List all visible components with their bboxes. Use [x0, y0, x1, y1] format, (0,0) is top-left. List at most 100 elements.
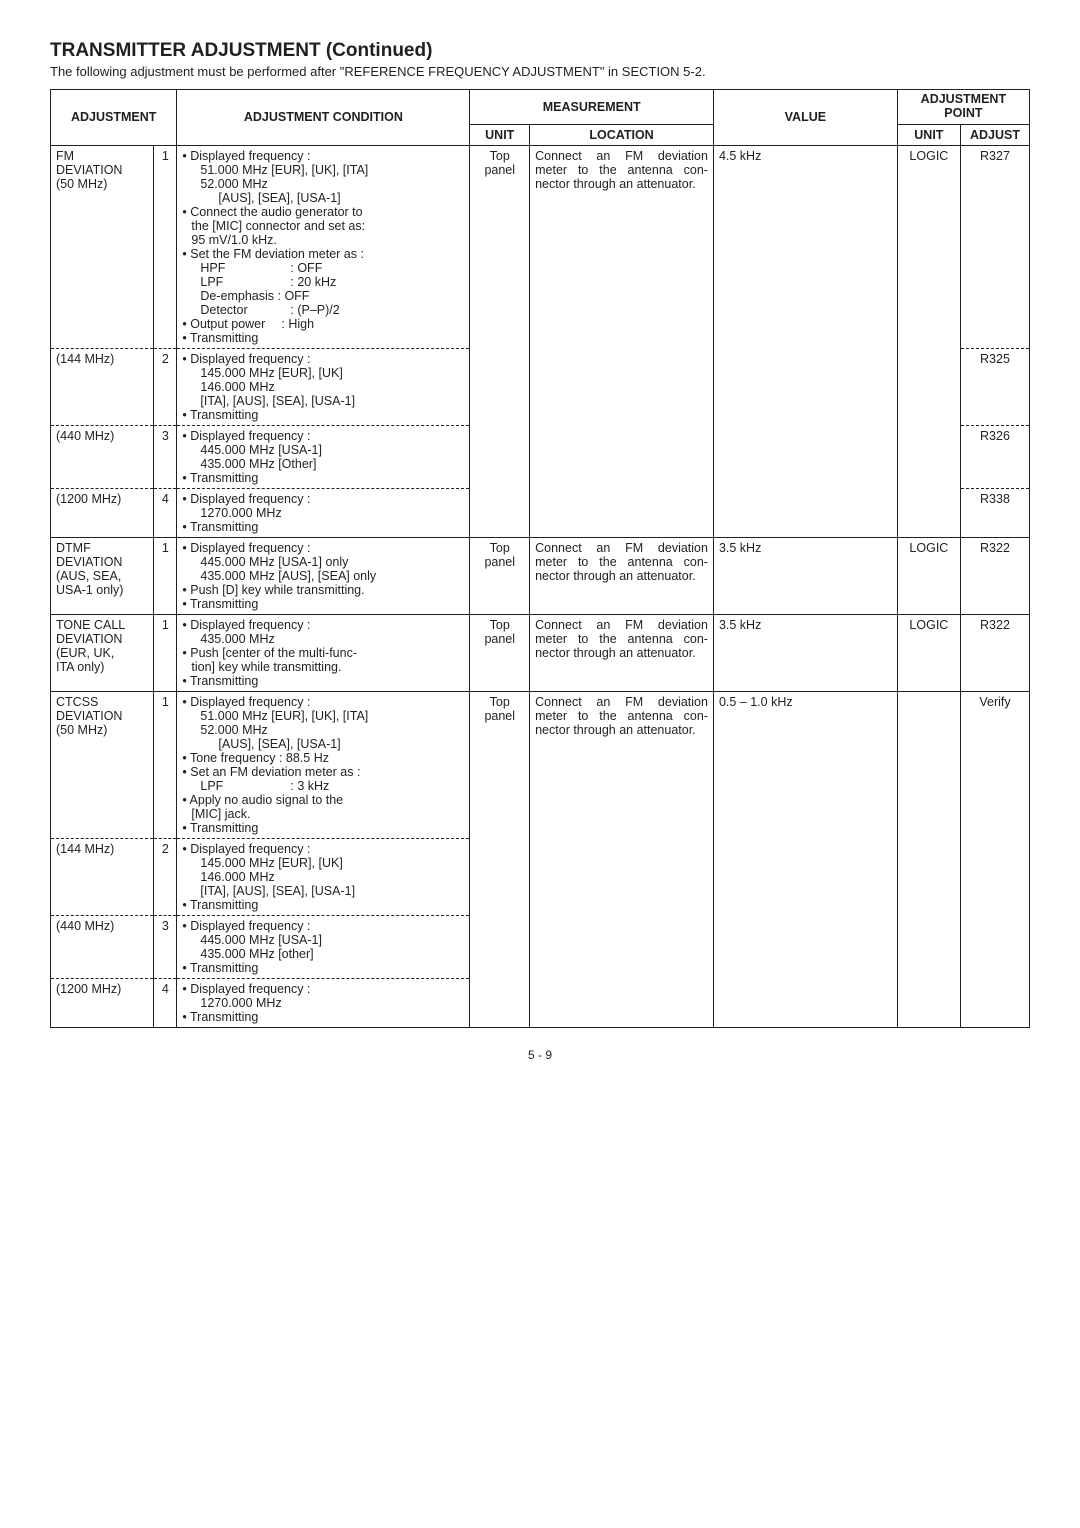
t: [AUS], [SEA], [USA-1]: [182, 737, 464, 751]
t: 145.000 MHz [EUR], [UK]: [182, 856, 464, 870]
cell-padj: Verify: [960, 691, 1029, 1027]
table-row: CTCSS DEVIATION (50 MHz) 1 • Displayed f…: [51, 691, 1030, 838]
adjustment-table: ADJUSTMENT ADJUSTMENT CONDITION MEASUREM…: [50, 89, 1030, 1028]
cell-num: 4: [154, 488, 177, 537]
page-title: TRANSMITTER ADJUSTMENT (Continued): [50, 40, 1030, 62]
t: • Push [D] key while transmitting.: [182, 583, 364, 597]
t: • Apply no audio signal to the: [182, 793, 343, 807]
t: 51.000 MHz [EUR], [UK], [ITA]: [182, 709, 464, 723]
t: • Transmitting: [182, 898, 258, 912]
cell-adj: (440 MHz): [51, 425, 154, 488]
th-adjustment: ADJUSTMENT: [51, 90, 177, 146]
t: • Connect the audio generator to: [182, 205, 362, 219]
cell-padj: R327: [960, 145, 1029, 348]
cell-cond: • Displayed frequency : 145.000 MHz [EUR…: [177, 348, 470, 425]
t: • Set an FM deviation meter as :: [182, 765, 360, 779]
t: HPF: OFF: [182, 261, 464, 275]
cell-padj: R326: [960, 425, 1029, 488]
page-subtitle: The following adjustment must be perform…: [50, 64, 1030, 79]
t: 51.000 MHz [EUR], [UK], [ITA]: [182, 163, 464, 177]
table-row: DTMF DEVIATION (AUS, SEA, USA-1 only) 1 …: [51, 537, 1030, 614]
cell-unit: Top panel: [470, 537, 530, 614]
t: • Displayed frequency :: [182, 919, 310, 933]
th-measurement: MEASUREMENT: [470, 90, 714, 125]
t: • Displayed frequency :: [182, 429, 310, 443]
cell-val: 3.5 kHz: [713, 537, 897, 614]
t: • Transmitting: [182, 408, 258, 422]
cell-adj: DTMF DEVIATION (AUS, SEA, USA-1 only): [51, 537, 154, 614]
t: De-emphasis : OFF: [182, 289, 464, 303]
t: • Push [center of the multi-func-: [182, 646, 357, 660]
cell-adj: (440 MHz): [51, 915, 154, 978]
t: 95 mV/1.0 kHz.: [182, 233, 464, 247]
th-location: LOCATION: [530, 124, 714, 145]
cell-padj: R325: [960, 348, 1029, 425]
cell-adj: (144 MHz): [51, 838, 154, 915]
cell-unit: Top panel: [470, 691, 530, 1027]
t: • Transmitting: [182, 1010, 258, 1024]
t: • Transmitting: [182, 597, 258, 611]
cell-padj: R322: [960, 537, 1029, 614]
cell-punit: LOGIC: [897, 145, 960, 537]
cell-val: 4.5 kHz: [713, 145, 897, 537]
cell-num: 2: [154, 348, 177, 425]
t: 1270.000 MHz: [182, 506, 464, 520]
t: 445.000 MHz [USA-1] only: [182, 555, 464, 569]
t: • Displayed frequency :: [182, 149, 310, 163]
cell-num: 3: [154, 425, 177, 488]
th-punit: UNIT: [897, 124, 960, 145]
cell-adj: (144 MHz): [51, 348, 154, 425]
t: • Displayed frequency :: [182, 982, 310, 996]
t: • Transmitting: [182, 961, 258, 975]
cell-cond: • Displayed frequency : 445.000 MHz [USA…: [177, 425, 470, 488]
t: • Transmitting: [182, 331, 258, 345]
cell-num: 3: [154, 915, 177, 978]
t: [AUS], [SEA], [USA-1]: [182, 191, 464, 205]
th-padj: ADJUST: [960, 124, 1029, 145]
t: Detector: (P–P)/2: [182, 303, 464, 317]
t: • Displayed frequency :: [182, 492, 310, 506]
cell-num: 1: [154, 145, 177, 348]
t: • Transmitting: [182, 821, 258, 835]
t: 435.000 MHz [other]: [182, 947, 464, 961]
cell-cond: • Displayed frequency : 51.000 MHz [EUR]…: [177, 145, 470, 348]
table-row: TONE CALL DEVIATION (EUR, UK, ITA only) …: [51, 614, 1030, 691]
t: • Displayed frequency :: [182, 695, 310, 709]
t: 435.000 MHz: [182, 632, 464, 646]
cell-cond: • Displayed frequency : 51.000 MHz [EUR]…: [177, 691, 470, 838]
th-unit: UNIT: [470, 124, 530, 145]
t: [ITA], [AUS], [SEA], [USA-1]: [182, 884, 464, 898]
cell-num: 2: [154, 838, 177, 915]
t: • Displayed frequency :: [182, 541, 310, 555]
t: LPF: 3 kHz: [182, 779, 464, 793]
t: • Set the FM deviation meter as :: [182, 247, 364, 261]
t: • Displayed frequency :: [182, 842, 310, 856]
t: 52.000 MHz: [182, 723, 464, 737]
t: • Output power: High: [182, 317, 314, 331]
cell-cond: • Displayed frequency : 445.000 MHz [USA…: [177, 915, 470, 978]
t: 145.000 MHz [EUR], [UK]: [182, 366, 464, 380]
cell-val: 3.5 kHz: [713, 614, 897, 691]
t: • Tone frequency : 88.5 Hz: [182, 751, 329, 765]
cell-unit: Top panel: [470, 614, 530, 691]
cell-cond: • Displayed frequency : 1270.000 MHz • T…: [177, 978, 470, 1027]
t: 1270.000 MHz: [182, 996, 464, 1010]
t: [ITA], [AUS], [SEA], [USA-1]: [182, 394, 464, 408]
cell-loc: Connect an FM deviation meter to the ant…: [530, 614, 714, 691]
t: • Transmitting: [182, 674, 258, 688]
table-row: FM DEVIATION (50 MHz) 1 • Displayed freq…: [51, 145, 1030, 348]
t: tion] key while transmitting.: [182, 660, 464, 674]
t: 146.000 MHz: [182, 380, 464, 394]
t: 445.000 MHz [USA-1]: [182, 933, 464, 947]
t: 445.000 MHz [USA-1]: [182, 443, 464, 457]
th-value: VALUE: [713, 90, 897, 146]
cell-cond: • Displayed frequency : 445.000 MHz [USA…: [177, 537, 470, 614]
t: [MIC] jack.: [182, 807, 464, 821]
t: 146.000 MHz: [182, 870, 464, 884]
cell-loc: Connect an FM deviation meter to the ant…: [530, 537, 714, 614]
cell-adj: (1200 MHz): [51, 488, 154, 537]
cell-cond: • Displayed frequency : 435.000 MHz • Pu…: [177, 614, 470, 691]
cell-num: 1: [154, 614, 177, 691]
t: • Transmitting: [182, 471, 258, 485]
t: • Displayed frequency :: [182, 618, 310, 632]
